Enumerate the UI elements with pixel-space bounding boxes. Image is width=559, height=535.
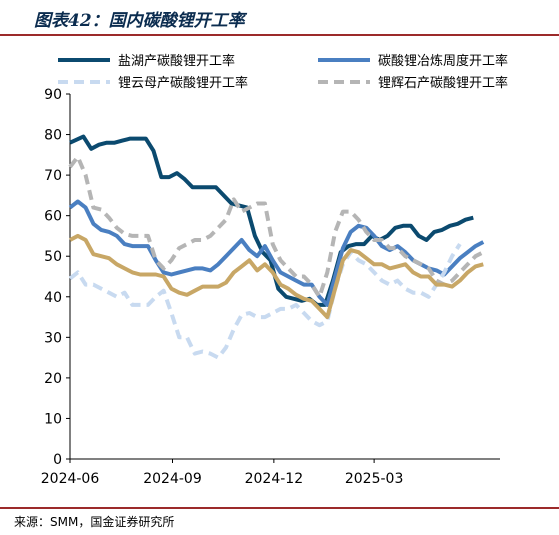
y-tick-label: 0 <box>53 452 62 468</box>
figure-title: 图表42：国内碳酸锂开工率 <box>34 11 245 31</box>
y-tick-label: 90 <box>44 87 62 103</box>
title-divider <box>0 34 559 36</box>
x-tick-label: 2024-06 <box>41 471 100 487</box>
source-note: 来源：SMM，国金证券研究所 <box>14 515 175 529</box>
legend-label: 盐湖产碳酸锂开工率 <box>118 53 235 69</box>
legend-label: 锂云母产碳酸锂开工率 <box>118 75 248 91</box>
legend-label: 锂辉石产碳酸锂开工率 <box>378 75 508 91</box>
source-divider <box>0 507 559 509</box>
x-tick-label: 2025-03 <box>345 471 404 487</box>
y-tick-label: 30 <box>44 330 62 346</box>
line-chart: 0 10 20 30 40 50 60 70 80 90 2024-06 2024-09 2024-12… <box>41 53 508 487</box>
legend-label: 碳酸锂冶炼周度开工率 <box>378 53 508 69</box>
y-tick-label: 50 <box>44 249 62 265</box>
series-line-4 <box>68 154 485 299</box>
y-tick-label: 40 <box>44 290 62 306</box>
y-tick-label: 70 <box>44 168 62 184</box>
x-tick-label: 2024-09 <box>143 471 202 487</box>
series-line-3 <box>68 243 462 360</box>
y-tick-label: 10 <box>44 411 62 427</box>
y-tick-label: 80 <box>44 128 62 144</box>
y-tick-label: 60 <box>44 209 62 225</box>
series-line-5 <box>69 233 484 320</box>
series-line-1 <box>69 134 474 307</box>
y-tick-label: 20 <box>44 371 62 387</box>
x-tick-label: 2024-12 <box>245 471 304 487</box>
